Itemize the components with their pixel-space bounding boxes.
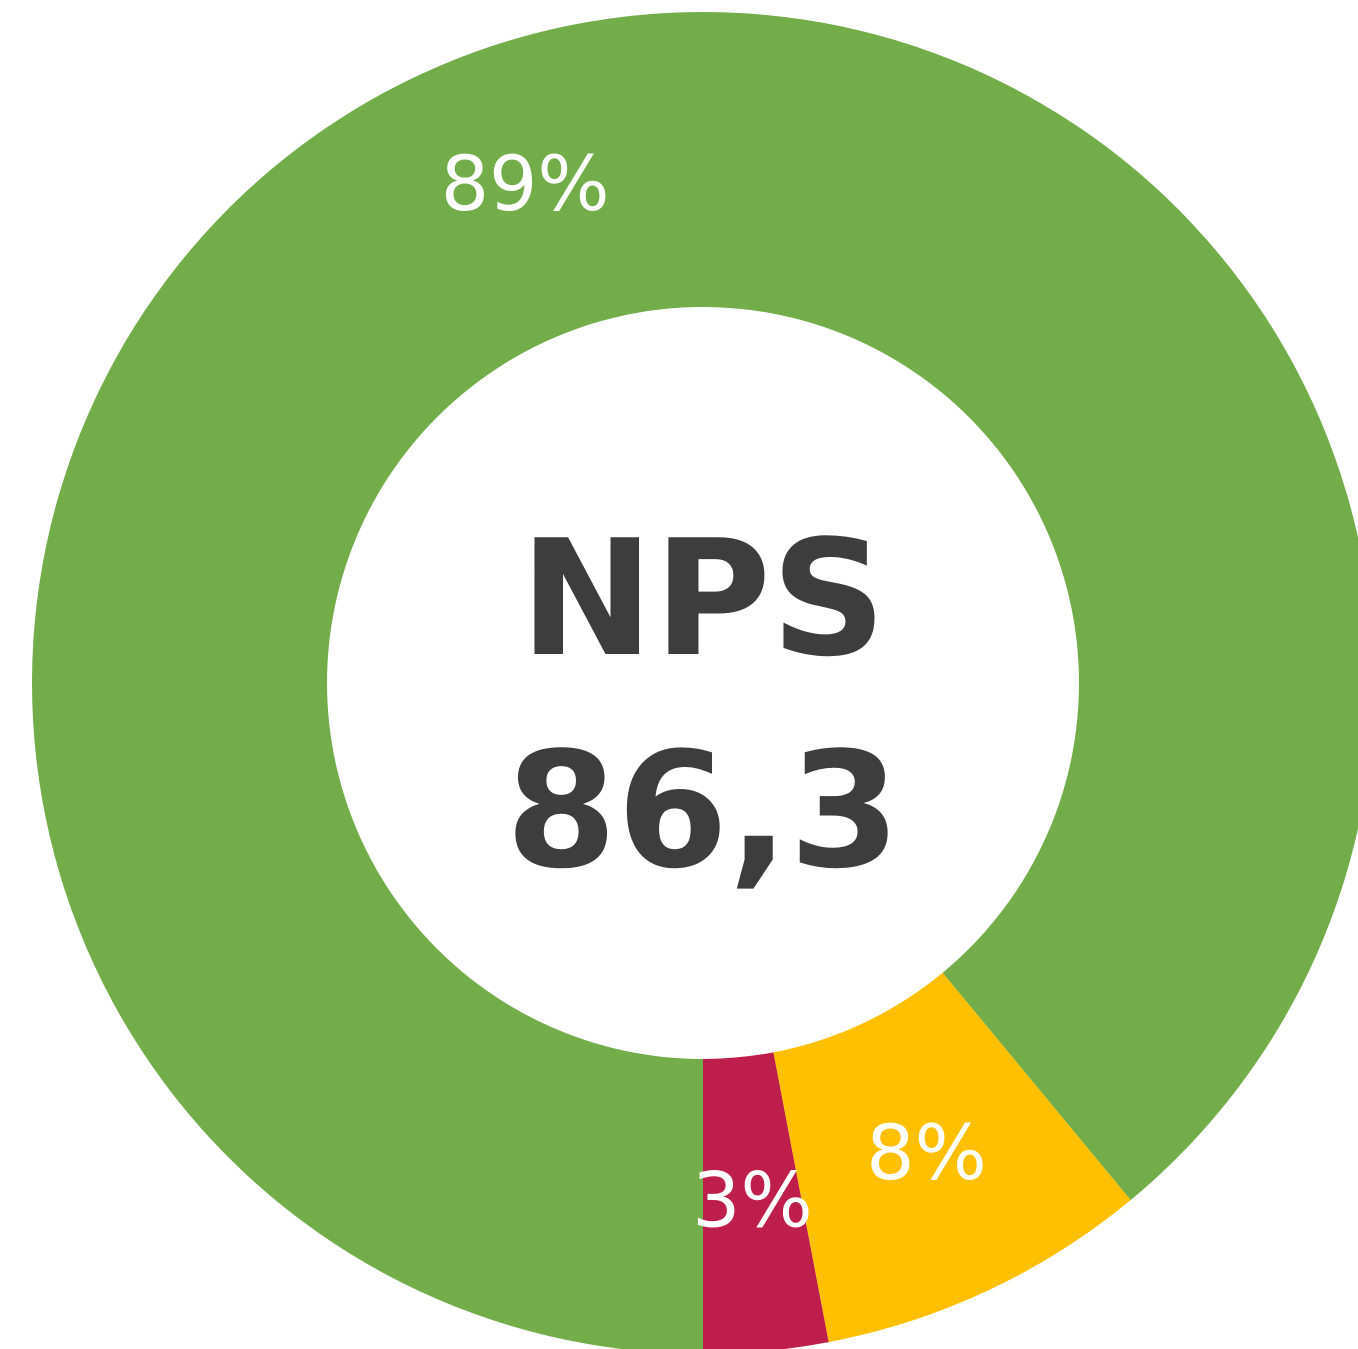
data-label: 8% (866, 1108, 987, 1197)
slice (773, 972, 1131, 1343)
slice (703, 1052, 829, 1349)
center-value: 86,3 (506, 717, 901, 904)
data-label: 3% (692, 1156, 813, 1245)
slice (31, 12, 1358, 1349)
data-label: 89% (441, 139, 610, 228)
center-title: NPS (520, 505, 886, 692)
slices (31, 12, 1358, 1349)
